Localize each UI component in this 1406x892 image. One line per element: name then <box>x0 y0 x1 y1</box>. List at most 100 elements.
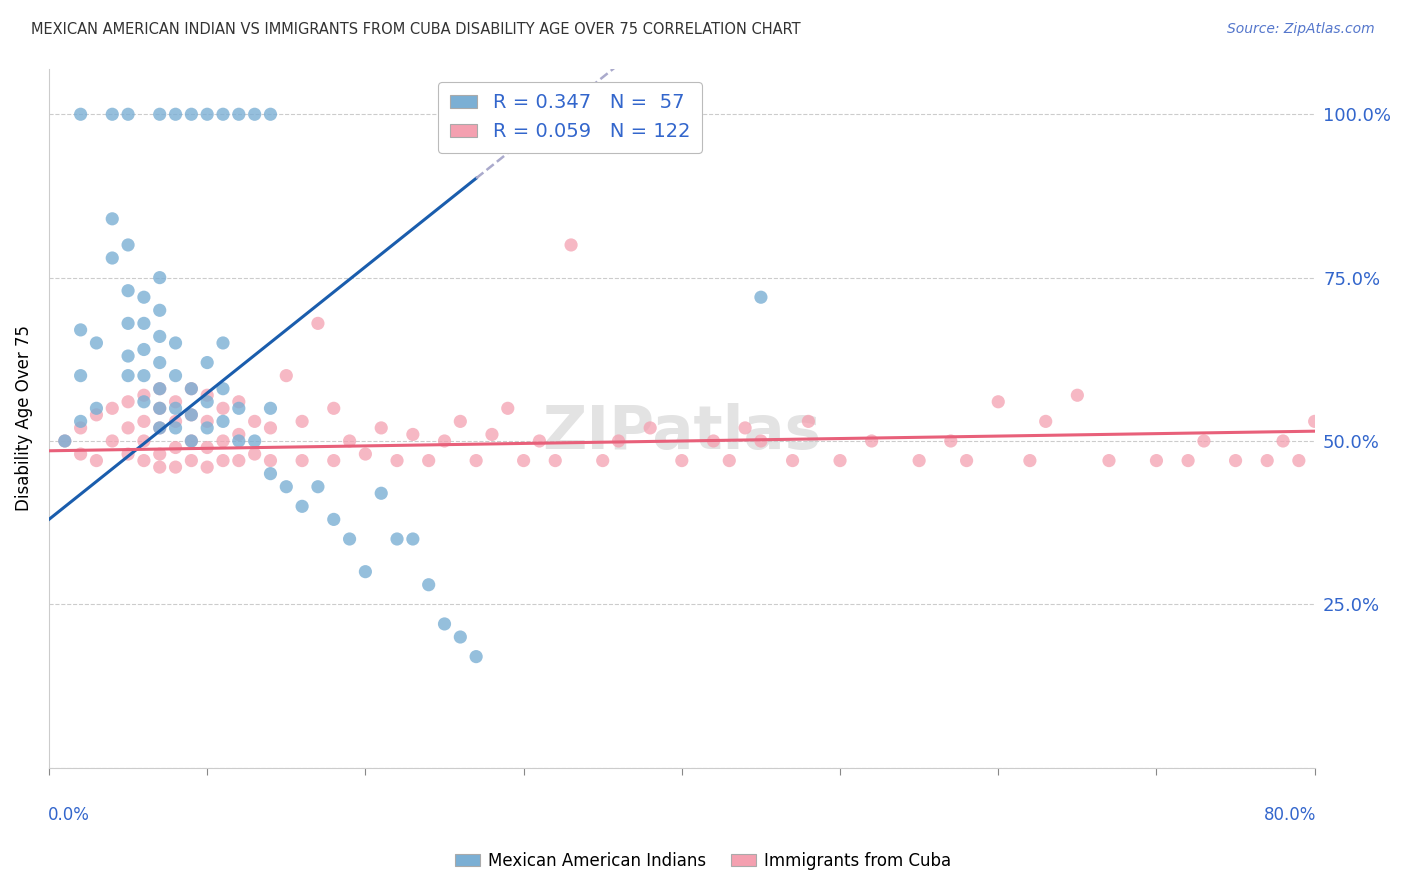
Point <box>433 434 456 448</box>
Point <box>402 427 425 442</box>
Point <box>117 421 139 435</box>
Point <box>734 421 756 435</box>
Point <box>749 290 772 304</box>
Point <box>101 251 124 265</box>
Point <box>180 382 202 396</box>
Point <box>101 107 124 121</box>
Point <box>671 453 693 467</box>
Point <box>259 453 281 467</box>
Point <box>465 453 488 467</box>
Point <box>1146 453 1168 467</box>
Point <box>195 414 218 428</box>
Point <box>322 512 344 526</box>
Point <box>402 532 425 546</box>
Point <box>149 382 172 396</box>
Point <box>449 414 471 428</box>
Legend: Mexican American Indians, Immigrants from Cuba: Mexican American Indians, Immigrants fro… <box>449 846 957 877</box>
Point <box>370 421 392 435</box>
Point <box>276 480 298 494</box>
Point <box>165 401 187 416</box>
Point <box>276 368 298 383</box>
Point <box>259 107 281 121</box>
Point <box>291 453 314 467</box>
Point <box>165 421 187 435</box>
Point <box>512 453 534 467</box>
Point <box>385 532 408 546</box>
Point <box>165 441 187 455</box>
Text: 80.0%: 80.0% <box>1264 806 1316 824</box>
Point <box>354 447 377 461</box>
Point <box>149 303 172 318</box>
Point <box>53 434 76 448</box>
Point <box>212 453 235 467</box>
Point <box>101 211 124 226</box>
Point <box>165 107 187 121</box>
Point <box>86 453 108 467</box>
Point <box>828 453 851 467</box>
Point <box>749 434 772 448</box>
Point <box>481 427 503 442</box>
Point <box>86 408 108 422</box>
Point <box>322 401 344 416</box>
Point <box>291 414 314 428</box>
Point <box>228 401 250 416</box>
Point <box>132 453 155 467</box>
Point <box>291 500 314 514</box>
Point <box>69 447 91 461</box>
Point <box>259 467 281 481</box>
Text: ZIPatlas: ZIPatlas <box>543 402 821 461</box>
Point <box>86 335 108 350</box>
Point <box>228 427 250 442</box>
Point <box>165 460 187 475</box>
Point <box>702 434 724 448</box>
Point <box>132 388 155 402</box>
Point <box>592 453 614 467</box>
Point <box>149 382 172 396</box>
Point <box>195 460 218 475</box>
Point <box>180 107 202 121</box>
Point <box>195 388 218 402</box>
Point <box>69 368 91 383</box>
Point <box>1303 414 1326 428</box>
Point <box>149 355 172 369</box>
Point <box>212 401 235 416</box>
Point <box>165 335 187 350</box>
Point <box>195 441 218 455</box>
Point <box>180 453 202 467</box>
Point <box>1035 414 1057 428</box>
Point <box>638 421 661 435</box>
Point <box>149 270 172 285</box>
Point <box>544 453 567 467</box>
Point <box>307 480 329 494</box>
Point <box>418 578 440 592</box>
Point <box>339 532 361 546</box>
Point <box>132 434 155 448</box>
Point <box>607 434 630 448</box>
Point <box>212 382 235 396</box>
Point <box>101 434 124 448</box>
Point <box>132 368 155 383</box>
Point <box>212 434 235 448</box>
Point <box>228 434 250 448</box>
Point <box>117 317 139 331</box>
Point <box>69 107 91 121</box>
Point <box>149 401 172 416</box>
Point <box>117 284 139 298</box>
Text: 0.0%: 0.0% <box>48 806 90 824</box>
Point <box>180 382 202 396</box>
Point <box>149 460 172 475</box>
Point <box>939 434 962 448</box>
Point <box>243 414 266 428</box>
Point <box>195 394 218 409</box>
Point <box>718 453 741 467</box>
Point <box>259 421 281 435</box>
Point <box>418 453 440 467</box>
Point <box>149 329 172 343</box>
Point <box>354 565 377 579</box>
Point <box>228 453 250 467</box>
Point <box>195 355 218 369</box>
Point <box>782 453 804 467</box>
Text: MEXICAN AMERICAN INDIAN VS IMMIGRANTS FROM CUBA DISABILITY AGE OVER 75 CORRELATI: MEXICAN AMERICAN INDIAN VS IMMIGRANTS FR… <box>31 22 800 37</box>
Point <box>465 649 488 664</box>
Point <box>797 414 820 428</box>
